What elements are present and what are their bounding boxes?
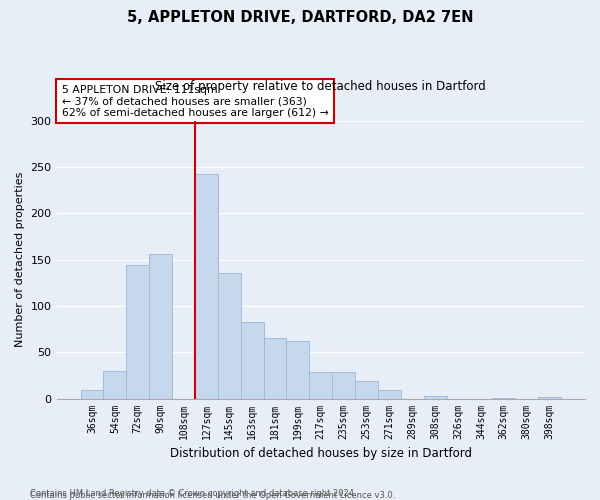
- Y-axis label: Number of detached properties: Number of detached properties: [15, 172, 25, 347]
- Title: Size of property relative to detached houses in Dartford: Size of property relative to detached ho…: [155, 80, 486, 93]
- Bar: [195, 174, 218, 398]
- X-axis label: Distribution of detached houses by size in Dartford: Distribution of detached houses by size …: [170, 447, 472, 460]
- Bar: [286, 341, 310, 398]
- Bar: [80, 390, 103, 398]
- Bar: [218, 274, 241, 398]
- Bar: [424, 396, 446, 398]
- Bar: [538, 396, 561, 398]
- Bar: [263, 338, 286, 398]
- Text: Contains public sector information licensed under the Open Government Licence v3: Contains public sector information licen…: [30, 491, 395, 500]
- Bar: [241, 322, 263, 398]
- Bar: [103, 371, 127, 398]
- Text: Contains HM Land Registry data © Crown copyright and database right 2024.: Contains HM Land Registry data © Crown c…: [30, 488, 356, 498]
- Bar: [149, 254, 172, 398]
- Bar: [355, 381, 378, 398]
- Text: 5 APPLETON DRIVE: 111sqm
← 37% of detached houses are smaller (363)
62% of semi-: 5 APPLETON DRIVE: 111sqm ← 37% of detach…: [62, 84, 329, 118]
- Bar: [378, 390, 401, 398]
- Bar: [310, 372, 332, 398]
- Bar: [127, 265, 149, 398]
- Bar: [332, 372, 355, 398]
- Text: 5, APPLETON DRIVE, DARTFORD, DA2 7EN: 5, APPLETON DRIVE, DARTFORD, DA2 7EN: [127, 10, 473, 25]
